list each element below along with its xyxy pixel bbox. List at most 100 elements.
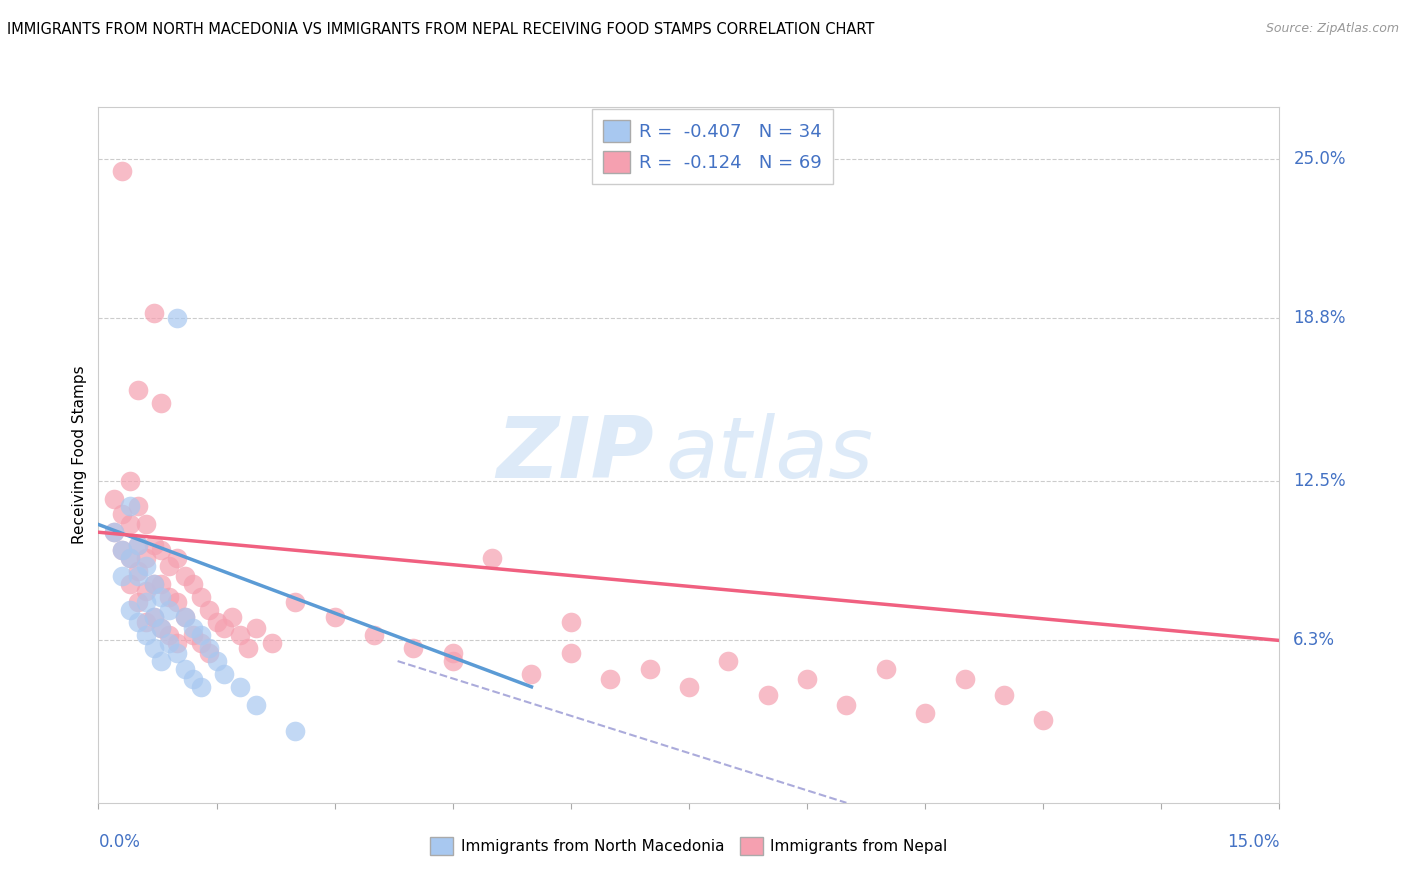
Point	[157, 628, 180, 642]
Point	[914, 706, 936, 720]
Point	[127, 569, 149, 583]
Point	[118, 517, 141, 532]
Text: Source: ZipAtlas.com: Source: ZipAtlas.com	[1265, 22, 1399, 36]
Point	[190, 628, 212, 642]
Point	[142, 610, 165, 624]
Point	[229, 680, 252, 694]
Point	[127, 538, 149, 552]
Point	[135, 551, 157, 566]
Point	[284, 723, 307, 738]
Point	[181, 672, 204, 686]
Point	[236, 641, 259, 656]
Point	[205, 615, 228, 630]
Point	[190, 590, 212, 604]
Point	[953, 672, 976, 686]
Text: atlas: atlas	[665, 413, 873, 497]
Point	[103, 525, 125, 540]
Point	[174, 569, 197, 583]
Text: IMMIGRANTS FROM NORTH MACEDONIA VS IMMIGRANTS FROM NEPAL RECEIVING FOOD STAMPS C: IMMIGRANTS FROM NORTH MACEDONIA VS IMMIG…	[7, 22, 875, 37]
Legend: Immigrants from North Macedonia, Immigrants from Nepal: Immigrants from North Macedonia, Immigra…	[425, 830, 953, 862]
Point	[599, 672, 621, 686]
Point	[135, 517, 157, 532]
Point	[756, 688, 779, 702]
Point	[260, 636, 283, 650]
Point	[221, 610, 243, 624]
Point	[1032, 714, 1054, 728]
Point	[142, 576, 165, 591]
Point	[174, 662, 197, 676]
Point	[174, 610, 197, 624]
Point	[197, 602, 219, 616]
Point	[142, 538, 165, 552]
Point	[323, 610, 346, 624]
Point	[135, 628, 157, 642]
Point	[157, 636, 180, 650]
Point	[796, 672, 818, 686]
Point	[166, 595, 188, 609]
Point	[181, 628, 204, 642]
Point	[118, 500, 141, 514]
Point	[993, 688, 1015, 702]
Point	[142, 306, 165, 320]
Point	[157, 602, 180, 616]
Point	[481, 551, 503, 566]
Point	[197, 641, 219, 656]
Point	[214, 621, 236, 635]
Point	[142, 641, 165, 656]
Point	[118, 551, 141, 566]
Point	[638, 662, 661, 676]
Point	[214, 667, 236, 681]
Text: 0.0%: 0.0%	[98, 833, 141, 851]
Point	[111, 507, 134, 521]
Y-axis label: Receiving Food Stamps: Receiving Food Stamps	[72, 366, 87, 544]
Point	[127, 564, 149, 578]
Point	[181, 621, 204, 635]
Point	[717, 654, 740, 668]
Point	[520, 667, 543, 681]
Point	[127, 500, 149, 514]
Point	[150, 590, 173, 604]
Text: 15.0%: 15.0%	[1227, 833, 1279, 851]
Point	[150, 396, 173, 410]
Point	[127, 538, 149, 552]
Point	[157, 558, 180, 573]
Point	[190, 680, 212, 694]
Point	[111, 569, 134, 583]
Point	[150, 576, 173, 591]
Point	[150, 543, 173, 558]
Point	[245, 698, 267, 712]
Point	[103, 491, 125, 506]
Point	[135, 558, 157, 573]
Text: 25.0%: 25.0%	[1294, 150, 1346, 168]
Point	[245, 621, 267, 635]
Point	[402, 641, 425, 656]
Point	[118, 551, 141, 566]
Text: 6.3%: 6.3%	[1294, 632, 1336, 649]
Point	[118, 576, 141, 591]
Point	[560, 646, 582, 660]
Point	[127, 595, 149, 609]
Point	[835, 698, 858, 712]
Point	[118, 474, 141, 488]
Point	[135, 595, 157, 609]
Point	[150, 621, 173, 635]
Point	[441, 646, 464, 660]
Text: 18.8%: 18.8%	[1294, 310, 1346, 327]
Point	[875, 662, 897, 676]
Point	[142, 610, 165, 624]
Point	[135, 615, 157, 630]
Text: 12.5%: 12.5%	[1294, 472, 1346, 490]
Point	[678, 680, 700, 694]
Point	[229, 628, 252, 642]
Text: ZIP: ZIP	[496, 413, 654, 497]
Point	[441, 654, 464, 668]
Point	[150, 621, 173, 635]
Point	[111, 543, 134, 558]
Point	[127, 384, 149, 398]
Point	[181, 576, 204, 591]
Point	[166, 646, 188, 660]
Point	[118, 602, 141, 616]
Point	[157, 590, 180, 604]
Point	[127, 615, 149, 630]
Point	[560, 615, 582, 630]
